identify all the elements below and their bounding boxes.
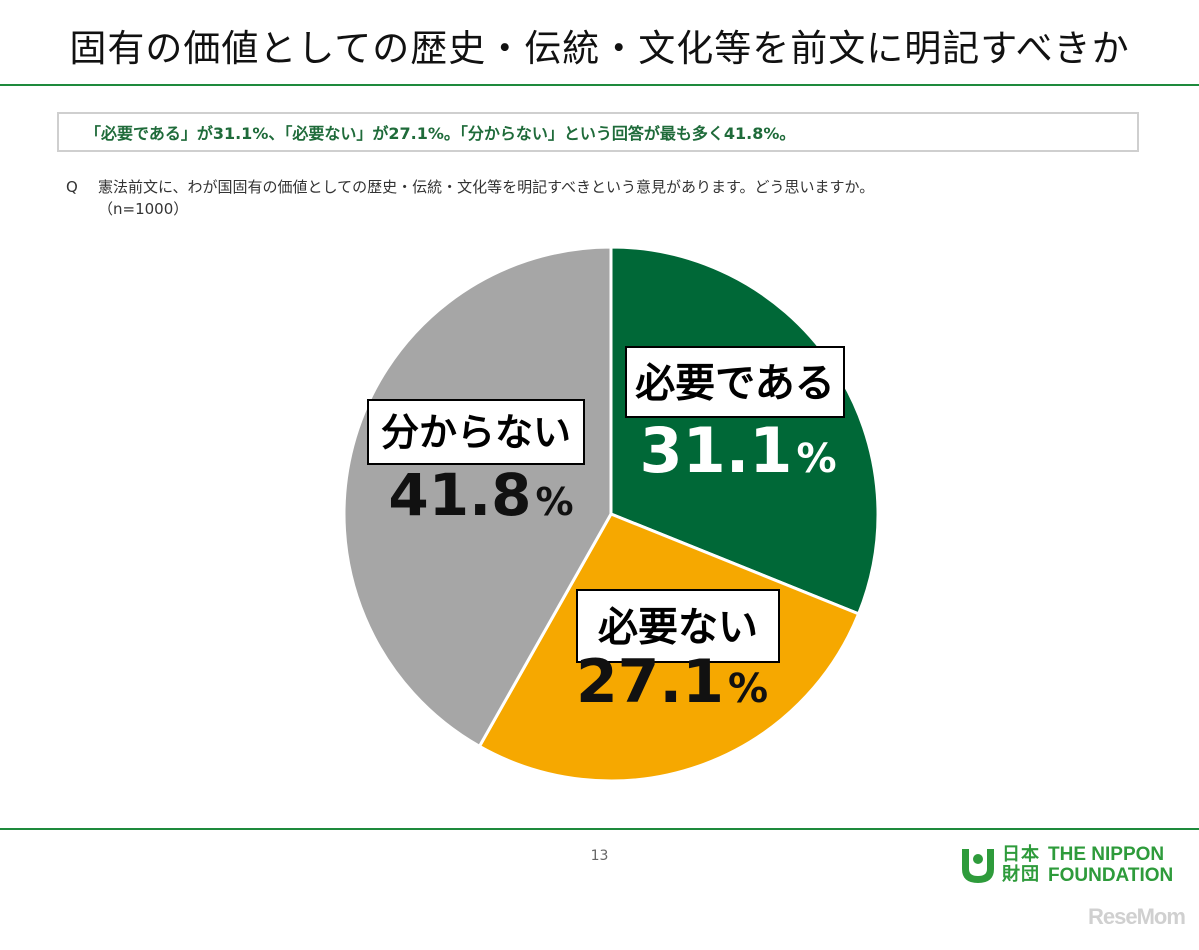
resemom-watermark: ReseMom bbox=[1088, 904, 1186, 929]
logo-en-line2: FOUNDATION bbox=[1048, 865, 1174, 886]
logo-ja-line1: 日本 bbox=[1002, 844, 1040, 865]
sample-size: （n=1000） bbox=[98, 200, 189, 218]
page-title: 固有の価値としての歴史・伝統・文化等を前文に明記すべきか bbox=[69, 27, 1130, 70]
question-block: Q 憲法前文に、わが国固有の価値としての歴史・伝統・文化等を明記すべきという意見が… bbox=[66, 176, 874, 220]
slice-label-box bbox=[625, 346, 845, 418]
slice-label: 必要ない bbox=[598, 604, 758, 650]
slice-value-label: 41.8% bbox=[388, 461, 573, 529]
page-number: 13 bbox=[590, 848, 609, 864]
logo-ja-line2: 財団 bbox=[1002, 864, 1040, 885]
summary-text: 「必要である」が31.1%、「必要ない」が27.1%。「分からない」という回答が… bbox=[85, 124, 796, 143]
nippon-foundation-logo: 日本 財団 THE NIPPON FOUNDATION bbox=[958, 840, 1194, 890]
slice-label: 分からない bbox=[381, 411, 571, 455]
title-divider bbox=[0, 84, 1199, 86]
foundation-emblem-icon bbox=[962, 849, 994, 883]
logo-en-line1: THE NIPPON bbox=[1048, 844, 1165, 865]
footer-divider bbox=[0, 828, 1199, 830]
question-marker: Q bbox=[66, 178, 78, 196]
slice-value-label: 27.1% bbox=[576, 647, 768, 717]
summary-box: 「必要である」が31.1%、「必要ない」が27.1%。「分からない」という回答が… bbox=[57, 112, 1139, 152]
pie-slice bbox=[342, 245, 613, 749]
slice-value-label: 31.1% bbox=[639, 414, 836, 487]
slice-label-box bbox=[367, 399, 585, 465]
slice-label: 必要である bbox=[635, 360, 835, 406]
question-text: 憲法前文に、わが国固有の価値としての歴史・伝統・文化等を明記すべきという意見があ… bbox=[98, 178, 875, 196]
slice-label-box bbox=[576, 589, 780, 663]
